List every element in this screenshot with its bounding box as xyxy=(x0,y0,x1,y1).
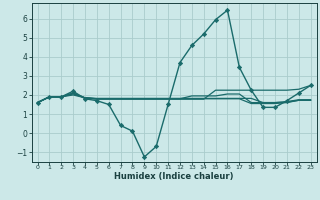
X-axis label: Humidex (Indice chaleur): Humidex (Indice chaleur) xyxy=(114,172,234,181)
